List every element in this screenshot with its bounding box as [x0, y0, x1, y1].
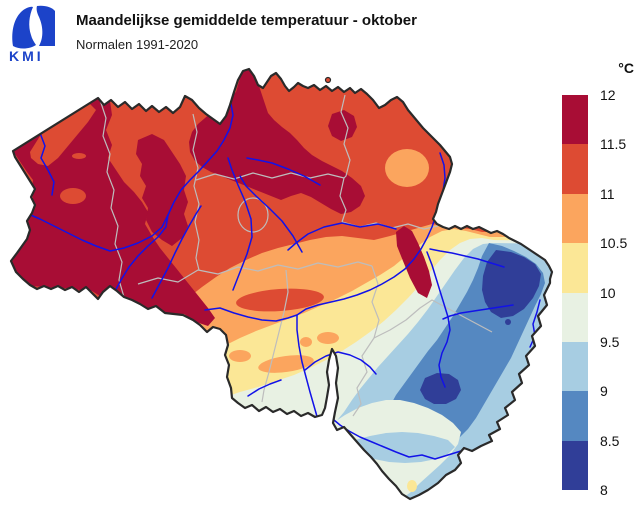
temperature-regions: [11, 69, 552, 499]
kmi-logo-icon: KMI: [9, 5, 55, 64]
rivers: [11, 103, 541, 460]
colorbar-segment: [562, 341, 588, 392]
colorbar-segment: [562, 95, 588, 145]
colorbar-tick-label: 9: [600, 383, 608, 400]
page-title: Maandelijkse gemiddelde temperatuur - ok…: [76, 12, 417, 29]
colorbar-segment: [562, 440, 588, 490]
colorbar-tick-label: 10.5: [600, 235, 628, 252]
colorbar-tick-label: 11.5: [600, 136, 627, 153]
colorbar-ticks: 12 11.5 11 10.5 10 9.5 9 8.5 8: [600, 0, 640, 507]
colorbar-segment: [562, 292, 588, 342]
belgium-map: [9, 67, 554, 501]
colorbar-segment: [562, 144, 588, 194]
colorbar-tick-label: 8: [600, 482, 608, 498]
colorbar-segment: [562, 391, 588, 441]
page-subtitle: Normalen 1991-2020: [76, 37, 199, 52]
colorbar-tick-label: 8.5: [600, 432, 620, 449]
country-border: [9, 67, 554, 501]
colorbar-tick-label: 11: [600, 185, 615, 202]
colorbar-tick-label: 9.5: [600, 333, 620, 350]
colorbar-tick-label: 12: [600, 87, 616, 103]
colorbar-segment: [562, 243, 588, 293]
kmi-logo-text: KMI: [9, 48, 44, 64]
colorbar: [562, 95, 588, 490]
colorbar-tick-label: 10: [600, 284, 616, 301]
baarle-hertog-enclave: [324, 76, 332, 84]
colorbar-segment: [562, 193, 588, 244]
colorbar-unit-label: °C: [618, 60, 634, 76]
